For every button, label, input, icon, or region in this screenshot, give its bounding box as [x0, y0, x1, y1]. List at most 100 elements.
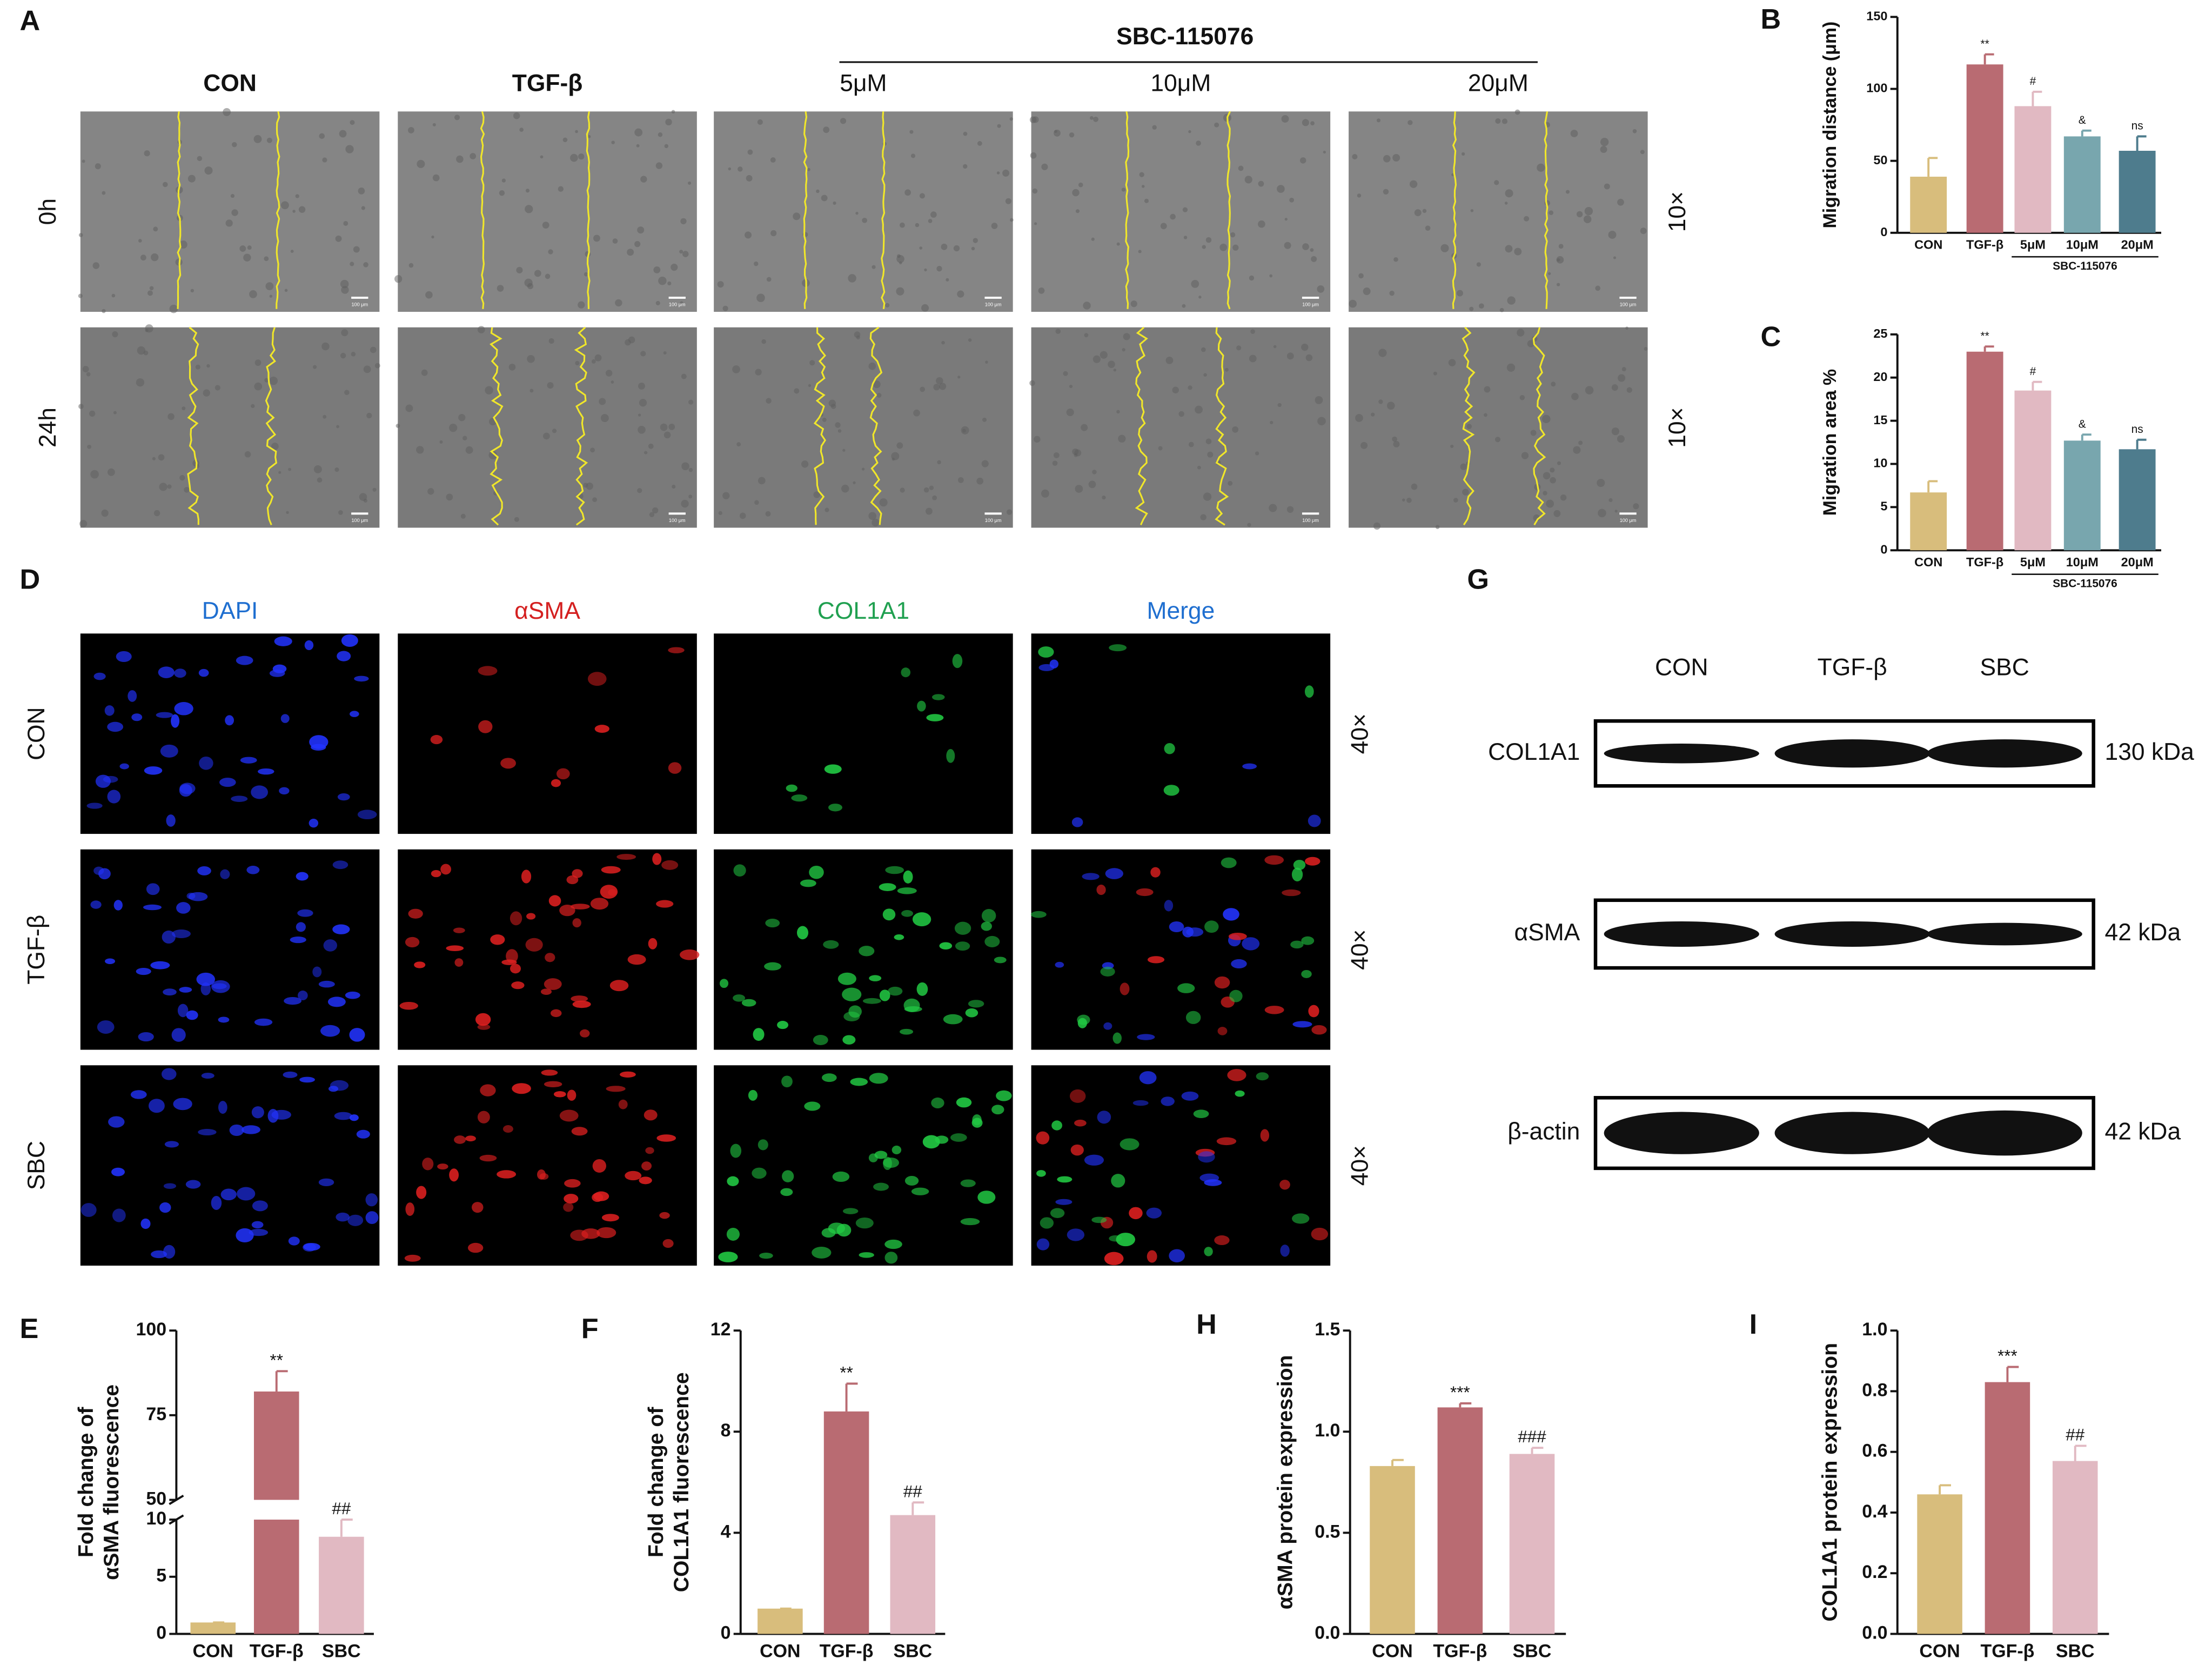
texture — [1138, 250, 1142, 253]
cell — [1097, 1111, 1111, 1124]
cell — [408, 908, 423, 919]
cell — [478, 666, 498, 676]
cell — [112, 1208, 126, 1222]
texture — [353, 246, 360, 253]
texture — [739, 512, 746, 519]
texture — [1311, 256, 1317, 262]
cell — [320, 1025, 340, 1037]
texture — [1289, 197, 1294, 203]
texture — [1460, 463, 1467, 470]
cell — [349, 1028, 365, 1042]
cell — [176, 902, 191, 914]
texture — [1182, 207, 1188, 212]
texture — [658, 132, 663, 137]
texture — [667, 281, 672, 286]
texture — [1083, 302, 1091, 310]
cell — [571, 995, 588, 1002]
texture — [1530, 430, 1537, 436]
column-label: 5μM — [840, 70, 887, 96]
y-axis-label: Migration distance (μm) — [1820, 22, 1840, 229]
texture — [158, 454, 165, 461]
y-tick-label: 150 — [1866, 9, 1887, 23]
cell — [1036, 1131, 1050, 1145]
cell — [354, 676, 369, 682]
cell — [1071, 817, 1083, 827]
texture — [1054, 130, 1057, 133]
texture — [682, 251, 689, 257]
texture — [1092, 470, 1097, 474]
cell — [116, 651, 132, 663]
panel-label: C — [1760, 321, 1781, 352]
cell — [108, 1116, 125, 1128]
texture — [1514, 248, 1522, 256]
cell — [290, 937, 306, 944]
x-tick-label: SBC — [893, 1641, 932, 1661]
texture — [681, 499, 689, 508]
texture — [152, 457, 156, 460]
texture — [1123, 333, 1130, 340]
texture — [1301, 343, 1309, 351]
cell — [246, 866, 260, 874]
band-name: β-actin — [1507, 1118, 1580, 1145]
cell — [1204, 920, 1219, 933]
cell — [1036, 1170, 1046, 1177]
y-tick-label: 0.4 — [1862, 1501, 1887, 1522]
texture — [1270, 420, 1273, 425]
texture — [1614, 510, 1618, 513]
texture — [732, 365, 740, 373]
texture — [1576, 211, 1583, 218]
cell — [652, 853, 662, 865]
cell — [225, 715, 234, 726]
texture — [1504, 202, 1508, 205]
cell — [1036, 1238, 1050, 1250]
texture — [977, 141, 982, 146]
cell — [879, 989, 890, 1001]
cell — [641, 1161, 652, 1171]
cell — [587, 672, 607, 686]
texture — [652, 507, 659, 514]
cell — [159, 1202, 171, 1213]
x-tick-label: TGF-β — [820, 1641, 874, 1661]
fluorescence-image — [714, 1065, 1013, 1266]
cell — [236, 1228, 254, 1243]
y-tick-label: 4 — [721, 1521, 731, 1542]
texture — [454, 115, 460, 121]
texture — [1005, 198, 1011, 204]
wound-edge — [803, 111, 808, 309]
texture — [516, 266, 523, 273]
texture — [1029, 380, 1035, 386]
cell — [559, 1109, 579, 1122]
cell — [136, 967, 151, 975]
texture — [1521, 452, 1529, 459]
bar — [319, 1536, 364, 1634]
texture — [460, 513, 466, 519]
texture — [1170, 213, 1176, 220]
texture — [640, 351, 646, 357]
texture — [1305, 354, 1313, 362]
texture — [627, 249, 634, 256]
cell — [981, 909, 996, 922]
texture — [319, 133, 325, 139]
cell — [240, 757, 257, 764]
cell — [977, 1191, 996, 1204]
cell — [809, 865, 824, 879]
cell — [960, 1218, 980, 1226]
texture — [1053, 452, 1060, 458]
texture — [529, 389, 534, 393]
wound-edge — [1462, 326, 1476, 526]
bar — [190, 1622, 236, 1634]
bar — [2014, 390, 2052, 551]
texture — [1160, 223, 1167, 230]
cell — [1292, 1213, 1310, 1224]
texture — [1075, 485, 1083, 493]
texture — [396, 424, 400, 428]
texture — [1188, 130, 1191, 133]
y-tick-label: 20 — [1873, 370, 1887, 384]
fluorescence-image — [714, 633, 1013, 834]
texture — [1453, 498, 1458, 503]
cell — [288, 1236, 300, 1246]
wound-edge — [187, 326, 199, 525]
texture — [1565, 190, 1570, 194]
texture — [638, 413, 641, 417]
